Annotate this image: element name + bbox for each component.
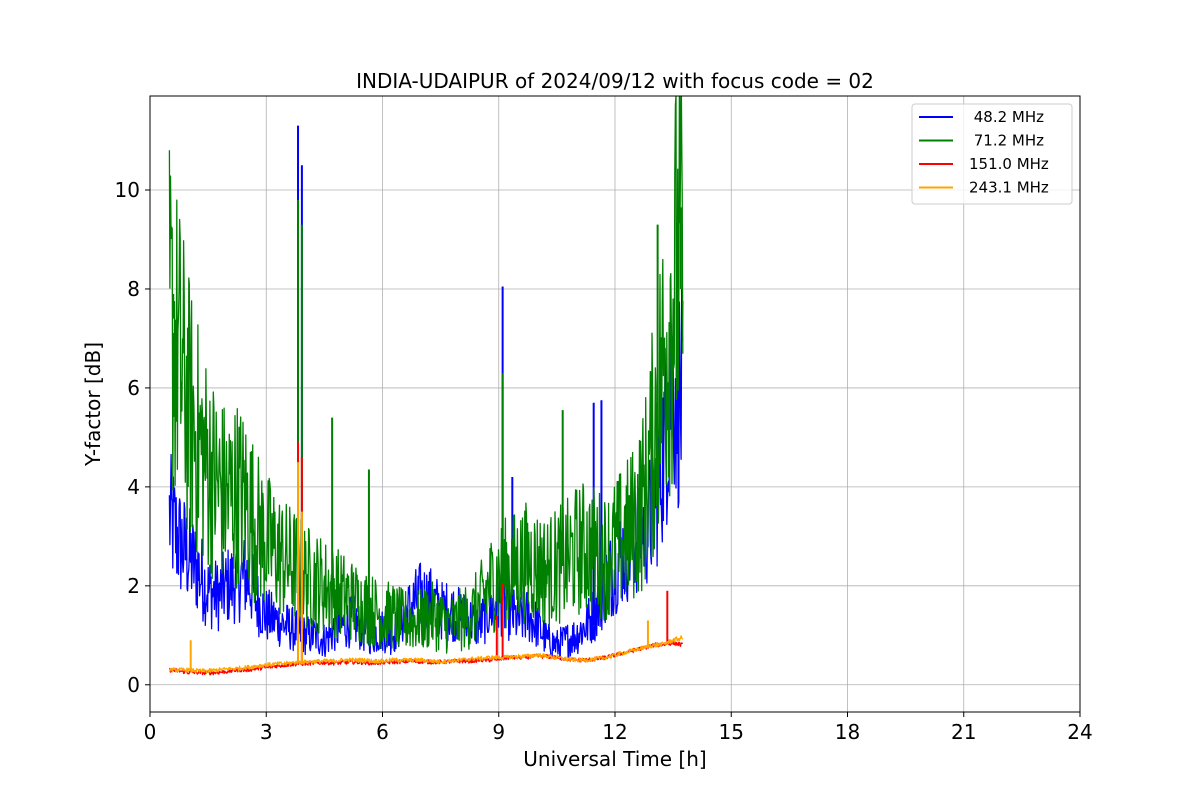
x-axis-label: Universal Time [h] [523,747,706,771]
x-tick-label: 24 [1067,720,1092,744]
y-tick-label: 10 [115,178,140,202]
legend-label: 71.2 MHz [969,132,1044,150]
y-tick-label: 6 [127,376,140,400]
x-tick-label: 21 [951,720,976,744]
x-tick-label: 6 [376,720,389,744]
y-tick-label: 8 [127,277,140,301]
series-line [168,635,684,674]
chart-title: INDIA-UDAIPUR of 2024/09/12 with focus c… [356,69,874,93]
x-tick-label: 9 [492,720,505,744]
x-tick-label: 15 [719,720,744,744]
y-axis-label: Y-factor [dB] [81,342,105,467]
legend-box [911,103,1073,205]
plot-series-group [168,96,684,676]
y-tick-label: 2 [127,574,140,598]
x-tick-label: 3 [260,720,273,744]
legend-label: 243.1 MHz [969,179,1049,197]
x-tick-label: 18 [835,720,860,744]
y-tick-label: 4 [127,475,140,499]
y-axis-ticks: 0 2 4 6 8 10 [115,178,150,697]
x-tick-label: 0 [144,720,157,744]
y-tick-label: 0 [127,673,140,697]
series-3 [168,462,684,674]
legend-label: 48.2 MHz [969,108,1044,126]
legend: 48.2 MHz 71.2 MHz 151.0 MHz 243.1 MHz [911,103,1073,205]
series-line [168,96,684,654]
x-axis-ticks: 0 3 6 9 12 15 18 21 24 [144,712,1093,744]
legend-label: 151.0 MHz [969,155,1049,173]
x-tick-label: 12 [602,720,627,744]
